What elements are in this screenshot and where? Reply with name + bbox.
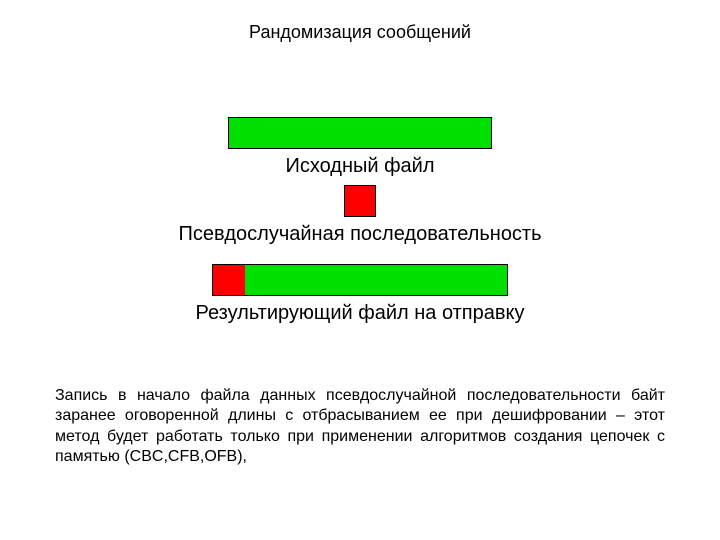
source-segment-0 bbox=[229, 118, 491, 148]
result-label: Результирующий файл на отправку bbox=[0, 302, 720, 325]
random-seq-label: Псевдослучайная последовательность bbox=[0, 223, 720, 246]
source-label: Исходный файл bbox=[0, 155, 720, 178]
result-bar bbox=[212, 264, 508, 296]
result-segment-1 bbox=[245, 265, 507, 295]
random-seq-bar bbox=[344, 185, 376, 217]
description-paragraph: Запись в начало файла данных псевдослуча… bbox=[55, 386, 665, 468]
random_seq-segment-0 bbox=[345, 186, 375, 216]
page-title: Рандомизация сообщений bbox=[0, 22, 720, 43]
source-bar-row bbox=[0, 117, 720, 149]
result-segment-0 bbox=[213, 265, 245, 295]
result-bar-row bbox=[0, 264, 720, 296]
random-seq-bar-row bbox=[0, 185, 720, 217]
source-bar bbox=[228, 117, 492, 149]
